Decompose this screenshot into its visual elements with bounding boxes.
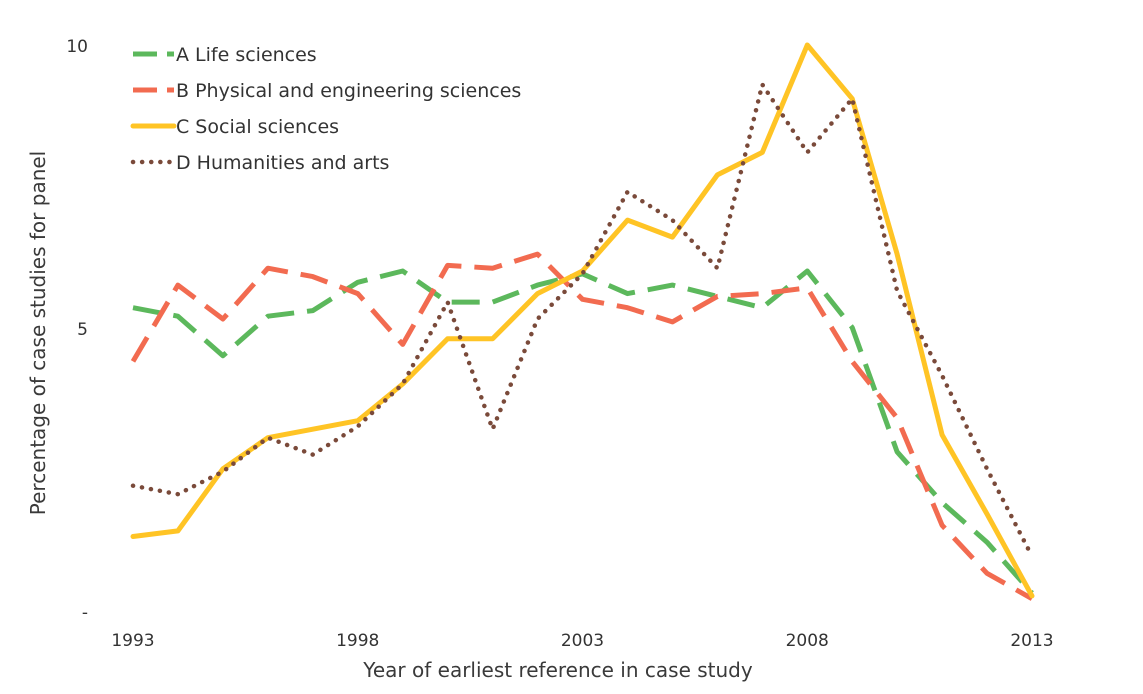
x-axis-label: Year of earliest reference in case study (362, 658, 753, 682)
y-axis-label: Percentage of case studies for panel (26, 151, 50, 515)
x-tick-label: 1998 (336, 631, 379, 651)
legend-label-c: C Social sciences (176, 116, 339, 138)
x-tick-label: 2008 (786, 631, 829, 651)
x-tick-label: 1993 (111, 631, 154, 651)
x-tick-label: 2003 (561, 631, 604, 651)
legend-label-a: A Life sciences (176, 44, 317, 66)
y-axis-ticks: - 5 10 (66, 37, 88, 623)
y-tick-label: 5 (77, 320, 88, 340)
series-line-a (132, 268, 1034, 595)
x-tick-label: 2013 (1010, 631, 1053, 651)
legend-label-b: B Physical and engineering sciences (176, 80, 521, 102)
legend: A Life sciences B Physical and engineerin… (130, 44, 521, 174)
series-lines (130, 42, 1035, 601)
y-tick-label: 10 (66, 37, 88, 57)
series-line-b (130, 251, 1034, 601)
x-axis-ticks: 1993 1998 2003 2008 2013 (111, 631, 1053, 651)
legend-label-d: D Humanities and arts (176, 152, 389, 174)
series-line-d (130, 82, 1035, 559)
y-tick-label: - (82, 603, 88, 623)
